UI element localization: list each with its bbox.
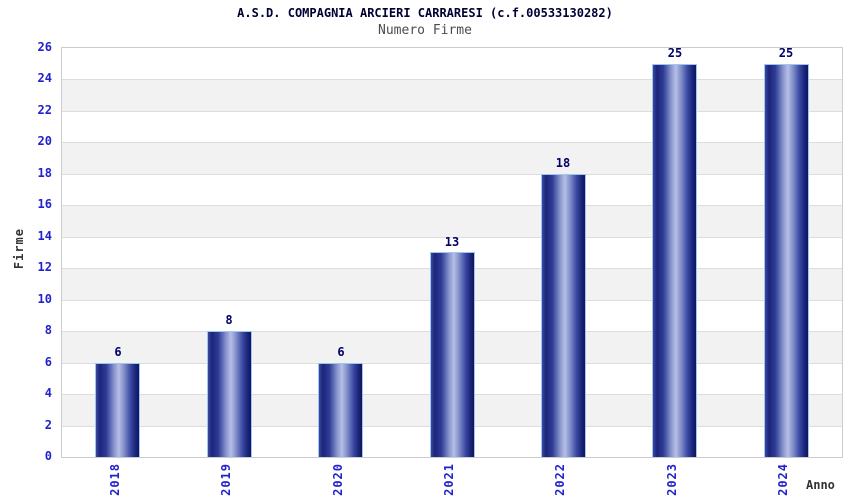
plot-band <box>62 142 842 174</box>
plot-band <box>62 111 842 142</box>
plot-band <box>62 205 842 237</box>
bar-2023 <box>652 64 697 457</box>
bar-value-label: 13 <box>444 235 460 249</box>
gridline <box>62 205 842 206</box>
gridline <box>62 111 842 112</box>
chart-subtitle: Numero Firme <box>378 23 472 38</box>
bar-value-label: 6 <box>337 345 345 359</box>
y-tick-label: 12 <box>37 260 52 274</box>
plot-area: 6 8 6 13 18 25 25 <box>61 46 843 458</box>
gridline <box>62 237 842 238</box>
y-tick-label: 22 <box>37 103 52 117</box>
gridline <box>62 174 842 175</box>
y-axis-title: Firme <box>12 228 26 270</box>
bar-value-label: 25 <box>778 46 794 60</box>
plot-band <box>62 174 842 205</box>
plot-band <box>62 48 842 79</box>
y-tick-label: 24 <box>37 71 52 85</box>
x-axis-title: Anno <box>806 478 835 492</box>
bar-2020 <box>318 363 363 457</box>
bar-value-label: 6 <box>114 345 122 359</box>
bar-value-label: 8 <box>225 313 233 327</box>
x-tick-label-2020: 2020 <box>331 463 345 496</box>
x-tick-label-2021: 2021 <box>442 463 456 496</box>
y-tick-label: 4 <box>44 386 52 400</box>
bar-value-label: 25 <box>667 46 683 60</box>
bar-2022 <box>541 174 586 457</box>
y-tick-label: 8 <box>44 323 52 337</box>
y-tick-label: 16 <box>37 197 52 211</box>
y-tick-label: 0 <box>44 449 52 463</box>
bar-2021 <box>430 252 475 457</box>
plot-band <box>62 79 842 111</box>
y-tick-label: 10 <box>37 292 52 306</box>
y-tick-label: 26 <box>37 40 52 54</box>
y-tick-label: 6 <box>44 355 52 369</box>
gridline <box>62 142 842 143</box>
x-tick-label-2019: 2019 <box>219 463 233 496</box>
bar-2024 <box>764 64 809 457</box>
chart-title: A.S.D. COMPAGNIA ARCIERI CARRARESI (c.f.… <box>237 6 613 20</box>
x-tick-label-2024: 2024 <box>776 463 790 496</box>
y-tick-label: 18 <box>37 166 52 180</box>
x-tick-label-2018: 2018 <box>108 463 122 496</box>
bar-value-label: 18 <box>555 156 571 170</box>
gridline <box>62 79 842 80</box>
y-tick-label: 14 <box>37 229 52 243</box>
bar-2019 <box>207 331 252 457</box>
x-tick-label-2022: 2022 <box>553 463 567 496</box>
bar-2018 <box>95 363 140 457</box>
y-tick-label: 2 <box>44 418 52 432</box>
y-tick-label: 20 <box>37 134 52 148</box>
x-tick-label-2023: 2023 <box>665 463 679 496</box>
